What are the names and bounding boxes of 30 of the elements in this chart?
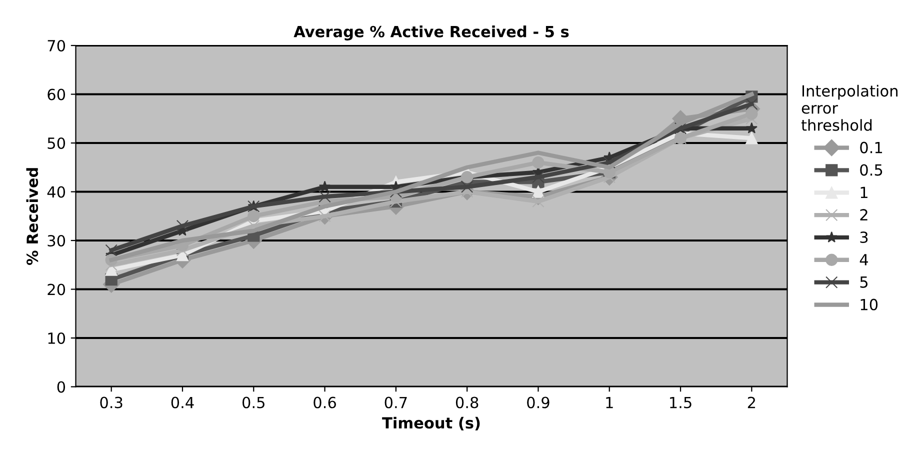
x-tick-label: 1 <box>606 396 613 408</box>
x-tick-label: 0.7 <box>384 396 407 408</box>
x-tick-label: 0.4 <box>171 396 194 408</box>
y-tick-label: 70 <box>48 40 66 52</box>
legend-title: Interpolation error threshold <box>801 84 898 131</box>
legend-label: 5 <box>860 276 868 288</box>
x-tick-label: 0.8 <box>456 396 478 408</box>
y-tick-label: 20 <box>48 284 66 296</box>
x-tick-label: 1.5 <box>670 396 692 408</box>
x-tick-label: 0.6 <box>314 396 336 408</box>
y-tick-label: 60 <box>48 88 66 100</box>
y-tick-label: 30 <box>48 234 66 247</box>
legend-label: 0.1 <box>860 142 882 154</box>
legend-label: 3 <box>860 231 868 244</box>
x-tick-label: 0.9 <box>527 396 550 408</box>
x-axis-title: Timeout (s) <box>382 416 480 430</box>
y-tick-label: 0 <box>57 381 66 393</box>
x-tick-label: 2 <box>748 396 756 408</box>
chart-title: Average % Active Received - 5 s <box>294 26 569 40</box>
y-tick-label: 50 <box>48 137 66 150</box>
y-axis-title: % Received <box>26 168 38 265</box>
x-tick-label: 0.3 <box>100 396 122 408</box>
legend-label: 4 <box>860 254 868 266</box>
legend-label: 10 <box>860 298 878 310</box>
legend-label: 1 <box>860 186 868 198</box>
y-tick-label: 40 <box>47 186 66 198</box>
x-tick-label: 0.5 <box>242 396 264 408</box>
legend-label: 0.5 <box>860 164 882 176</box>
y-tick-label: 10 <box>48 332 66 344</box>
legend-label: 2 <box>860 209 868 220</box>
